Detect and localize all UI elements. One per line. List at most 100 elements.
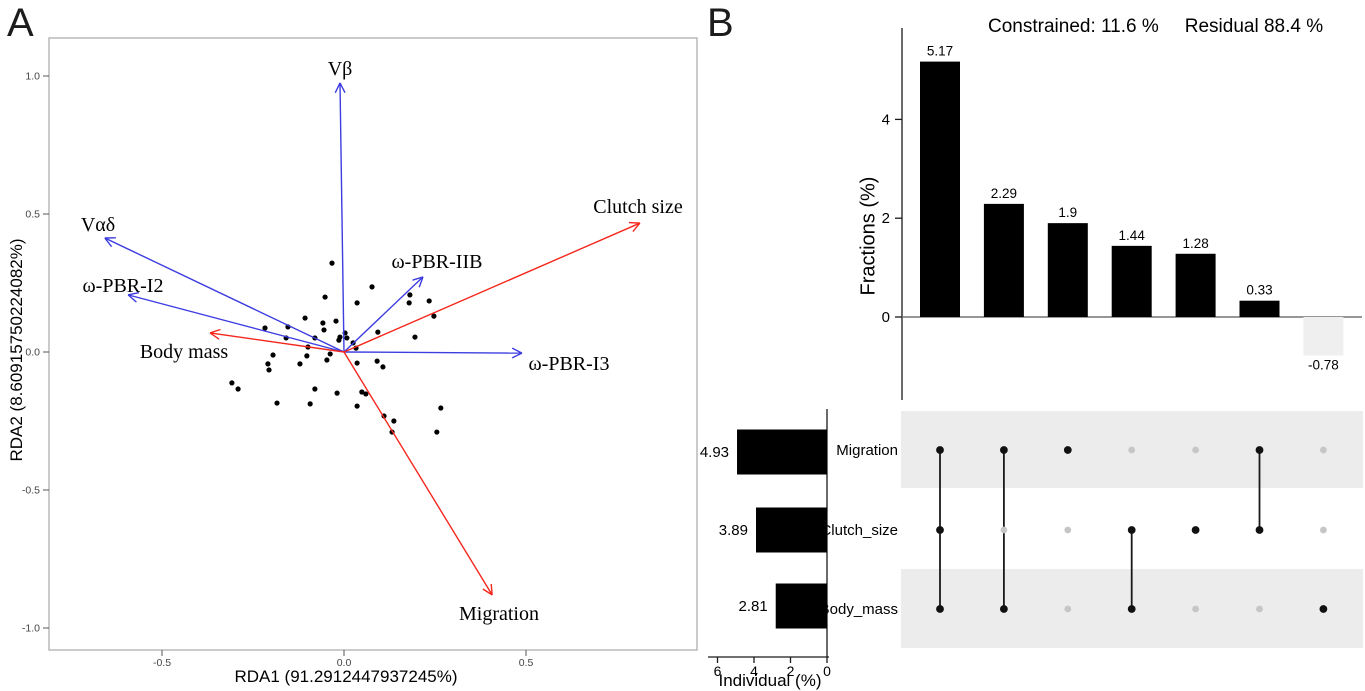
biplot-arrowhead — [418, 276, 424, 288]
arrow-label: ω-PBR-I2 — [83, 275, 164, 297]
scatter-point — [307, 401, 313, 407]
fraction-bar-value: 1.28 — [1182, 236, 1208, 251]
upset-dot-on — [936, 446, 944, 454]
biplot-arrow — [127, 294, 345, 353]
constrained-stat: Constrained: 11.6 % — [988, 16, 1159, 37]
upset-dot-off — [1192, 446, 1199, 454]
upset-dot-off — [1000, 526, 1008, 534]
biplot-arrowhead — [128, 291, 140, 296]
scatter-point — [391, 418, 397, 424]
upset-dot-on — [1191, 526, 1200, 534]
y-tick-label: 1.0 — [25, 71, 40, 83]
upset-dot-on — [936, 605, 944, 613]
scatter-point — [312, 386, 318, 392]
scatter-point — [235, 386, 241, 392]
scatter-point — [229, 380, 235, 386]
y-tick-label: 0.5 — [25, 209, 40, 221]
scatter-point — [321, 327, 327, 333]
variance-header: Constrained: 11.6 % Residual 88.4 % — [988, 16, 1349, 38]
scatter-point — [333, 318, 339, 324]
fraction-bar — [1111, 245, 1152, 317]
biplot-arrow — [104, 237, 345, 353]
biplot-arrowhead — [127, 294, 137, 303]
scatter-point — [374, 358, 380, 364]
upset-dot-on — [1000, 605, 1008, 613]
fractions-axis-label: Fractions (%) — [857, 176, 880, 296]
panel-a-letter: A — [7, 1, 34, 45]
scatter-point — [380, 364, 386, 370]
arrow-label: Body mass — [140, 341, 229, 363]
scatter-point — [354, 360, 360, 366]
rda1-axis-label: RDA1 (91.2912447937245%) — [234, 667, 458, 686]
arrow-label: Vβ — [328, 58, 353, 80]
individual-x-tick-label: 4 — [750, 663, 758, 679]
scatter-point — [354, 300, 360, 306]
upset-row-label: Migration — [836, 442, 898, 459]
scatter-point — [322, 294, 328, 300]
individual-bar — [737, 429, 827, 475]
upset-dot-off — [1320, 446, 1327, 454]
individual-x-tick-label: 2 — [787, 663, 795, 679]
upset-dot-on — [1127, 605, 1136, 613]
fraction-bar — [920, 61, 960, 317]
fraction-bar — [1303, 317, 1344, 356]
upset-dot-on — [1063, 446, 1072, 454]
biplot-arrowhead — [209, 328, 221, 334]
scatter-point — [262, 325, 268, 331]
scatter-point — [320, 320, 326, 326]
panel-b-letter: B — [707, 1, 734, 45]
upset-dot-off — [1064, 526, 1072, 534]
fractions-y-tick-label: 0 — [882, 309, 890, 326]
biplot-arrowhead — [511, 352, 523, 359]
biplot-arrowhead — [104, 237, 113, 248]
biplot-arrowhead — [482, 588, 493, 596]
biplot-arrow — [343, 351, 493, 596]
upset-dot-on — [936, 526, 944, 534]
biplot-arrowhead — [334, 82, 341, 94]
scatter-point — [327, 351, 333, 357]
scatter-point — [375, 329, 381, 335]
arrow-label: Clutch size — [593, 196, 683, 218]
individual-x-tick-label: 0 — [823, 663, 831, 679]
upset-dot-on — [1127, 526, 1136, 534]
rda2-axis-label: RDA2 (8.60915750224082%) — [7, 238, 26, 462]
y-tick-label: -0.5 — [22, 485, 40, 497]
upset-dot-off — [1192, 605, 1199, 613]
individual-bar-value: 4.93 — [700, 444, 729, 461]
upset-dot-on — [1000, 446, 1008, 454]
biplot-arrow — [209, 332, 345, 353]
fractions-y-tick-label: 2 — [882, 210, 890, 227]
x-tick-label: 0.5 — [519, 657, 534, 669]
arrow-label: ω-PBR-I3 — [529, 353, 610, 375]
biplot-arrowhead — [339, 82, 346, 94]
biplot-arrow — [339, 82, 345, 353]
scatter-point — [266, 367, 272, 373]
scatter-point — [407, 292, 413, 298]
arrow-label: Vαδ — [81, 214, 115, 236]
scatter-point — [334, 390, 340, 396]
scatter-point — [274, 400, 280, 406]
scatter-point — [406, 300, 412, 306]
scatter-point — [344, 335, 350, 341]
biplot-arrow — [343, 222, 641, 353]
y-tick-label: 0.0 — [25, 347, 40, 359]
plot-border — [48, 37, 698, 651]
biplot-arrowhead — [511, 347, 523, 354]
scatter-point — [412, 334, 418, 340]
scatter-point — [324, 357, 330, 363]
fraction-bar — [1047, 223, 1088, 317]
individual-bar — [775, 583, 827, 629]
individual-bar-value: 2.81 — [739, 598, 768, 615]
upset-row-label: Body_mass — [820, 601, 898, 618]
scatter-point — [359, 389, 365, 395]
scatter-point — [363, 391, 369, 397]
upset-dot-off — [1256, 605, 1263, 613]
scatter-point — [434, 429, 440, 435]
fraction-bar-value: 2.29 — [991, 186, 1017, 201]
scatter-point — [336, 337, 342, 343]
x-tick-label: -0.5 — [153, 657, 171, 669]
biplot-arrow — [343, 351, 523, 354]
fraction-bar-value: 0.33 — [1246, 283, 1272, 298]
